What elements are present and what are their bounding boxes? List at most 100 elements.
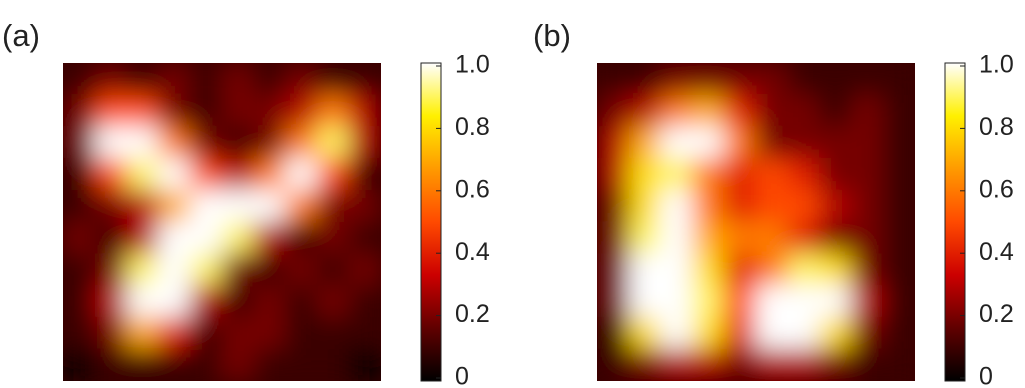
heatmap-cell <box>253 316 287 350</box>
heatmap-cell <box>285 316 318 350</box>
heatmap-cell <box>787 316 821 350</box>
heatmap-cell <box>157 285 191 318</box>
heatmap-cell <box>316 253 350 287</box>
heatmap-cell <box>755 348 789 381</box>
heatmap-cell <box>63 63 96 96</box>
heatmap-cell <box>94 285 128 318</box>
heatmap-cell <box>157 253 191 287</box>
heatmap-cell <box>691 253 725 287</box>
heatmap-cell <box>819 126 852 159</box>
heatmap-cell <box>94 253 128 287</box>
heatmap-cell <box>221 126 255 159</box>
heatmap-cell <box>819 253 852 287</box>
heatmap-cell <box>850 253 884 287</box>
heatmap-cell <box>691 285 725 318</box>
heatmap-cell <box>285 157 318 191</box>
heatmap-cell <box>597 316 630 350</box>
heatmap-cell <box>787 126 821 159</box>
heatmap-cell <box>691 221 725 255</box>
heatmap-cell <box>850 285 884 318</box>
heatmap-cell <box>882 348 915 381</box>
heatmap-cell <box>126 189 159 223</box>
heatmap-cell <box>126 316 159 350</box>
heatmap-cells <box>597 63 915 381</box>
heatmap-cell <box>157 63 191 96</box>
heatmap-cell <box>316 316 350 350</box>
colorbar <box>944 62 966 382</box>
heatmap-cell <box>819 94 852 128</box>
heatmap-cell <box>94 63 128 96</box>
heatmap-cell <box>348 221 381 255</box>
colorbar-tick-label: 0.2 <box>455 300 490 328</box>
heatmap-cell <box>348 285 381 318</box>
heatmap-cell <box>723 63 757 96</box>
heatmap-cell <box>723 221 757 255</box>
heatmap-cell <box>221 253 255 287</box>
colorbar-tick-label: 0 <box>979 363 993 388</box>
heatmap-cell <box>316 348 350 381</box>
heatmap-cell <box>63 285 96 318</box>
heatmap-cell <box>285 285 318 318</box>
heatmap-cell <box>597 126 630 159</box>
heatmap-cell <box>189 285 223 318</box>
heatmap-cell <box>882 94 915 128</box>
heatmap-cell <box>94 126 128 159</box>
panel-label: (b) <box>533 18 571 53</box>
colorbar <box>420 62 442 382</box>
heatmap-cell <box>660 348 693 381</box>
heatmap-cell <box>316 221 350 255</box>
heatmap-cell <box>285 63 318 96</box>
heatmap-cell <box>348 316 381 350</box>
heatmap-cell <box>819 221 852 255</box>
heatmap-cell <box>597 221 630 255</box>
heatmap-cell <box>723 316 757 350</box>
heatmap-cell <box>787 253 821 287</box>
heatmap-cell <box>157 189 191 223</box>
heatmap-cell <box>63 126 96 159</box>
heatmap-cell <box>787 221 821 255</box>
heatmap-cell <box>723 94 757 128</box>
heatmap-cell <box>819 348 852 381</box>
heatmap-cell <box>63 253 96 287</box>
heatmap-cell <box>628 157 662 191</box>
heatmap-cell <box>787 94 821 128</box>
heatmap-cell <box>755 94 789 128</box>
heatmap-cell <box>882 285 915 318</box>
heatmap-cell <box>723 348 757 381</box>
heatmap-cell <box>126 221 159 255</box>
heatmap-cell <box>597 285 630 318</box>
heatmap-cell <box>597 157 630 191</box>
heatmap-cell <box>787 348 821 381</box>
heatmap-cell <box>882 316 915 350</box>
heatmap-cell <box>285 348 318 381</box>
heatmap-cell <box>628 63 662 96</box>
heatmap-cell <box>253 189 287 223</box>
heatmap-cell <box>787 189 821 223</box>
heatmap-cell <box>285 189 318 223</box>
heatmap-cell <box>253 94 287 128</box>
colorbar-tick-label: 0 <box>455 363 469 388</box>
heatmap-cell <box>316 126 350 159</box>
colorbar-tick-label: 0.4 <box>455 238 490 266</box>
heatmap-cell <box>126 253 159 287</box>
heatmap-cell <box>691 316 725 350</box>
heatmap-cell <box>348 253 381 287</box>
heatmap-cells <box>63 63 381 381</box>
heatmap-cell <box>126 285 159 318</box>
heatmap-cell <box>597 348 630 381</box>
heatmap-cell <box>316 285 350 318</box>
heatmap-cell <box>189 126 223 159</box>
heatmap-cell <box>221 189 255 223</box>
heatmap-cell <box>755 221 789 255</box>
heatmap-cell <box>126 126 159 159</box>
heatmap-cell <box>660 94 693 128</box>
heatmap-cell <box>819 285 852 318</box>
heatmap-cell <box>94 316 128 350</box>
heatmap-cell <box>819 63 852 96</box>
heatmap-cell <box>348 348 381 381</box>
heatmap-cell <box>755 189 789 223</box>
heatmap-cell <box>253 221 287 255</box>
heatmap <box>597 63 915 381</box>
heatmap-cell <box>850 221 884 255</box>
